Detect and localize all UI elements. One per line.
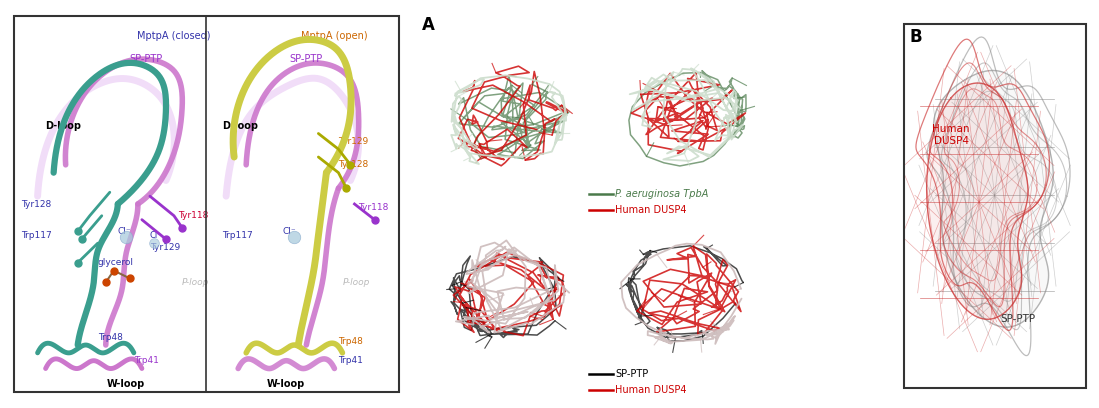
Text: W-loop: W-loop	[267, 379, 306, 389]
Text: SP-PTP: SP-PTP	[615, 369, 648, 379]
Text: Human DUSP4: Human DUSP4	[615, 385, 687, 395]
Text: SP-PTP: SP-PTP	[1001, 314, 1036, 324]
Text: Human
DUSP4: Human DUSP4	[932, 124, 969, 146]
Text: Trp41: Trp41	[134, 356, 158, 365]
Text: P. aeruginosa TpbA: P. aeruginosa TpbA	[615, 189, 709, 199]
Text: Tyr128: Tyr128	[338, 160, 368, 169]
Text: Tyr118: Tyr118	[358, 204, 389, 213]
Text: Tyr129: Tyr129	[149, 243, 180, 252]
Text: P-loop: P-loop	[182, 278, 210, 287]
Text: Tyr118: Tyr118	[178, 211, 209, 220]
Text: Tyr129: Tyr129	[338, 137, 368, 146]
Text: Trp48: Trp48	[98, 333, 123, 341]
Text: D-loop: D-loop	[46, 121, 81, 131]
Text: SP-PTP: SP-PTP	[290, 54, 323, 64]
Text: Tyr128: Tyr128	[22, 200, 52, 208]
Text: D-loop: D-loop	[222, 121, 258, 131]
Polygon shape	[933, 71, 1053, 327]
Text: B: B	[910, 28, 922, 46]
Text: MptpA (closed): MptpA (closed)	[137, 31, 211, 40]
Text: Trp48: Trp48	[338, 337, 364, 346]
Text: Human DUSP4: Human DUSP4	[615, 205, 687, 215]
Text: A: A	[422, 16, 434, 34]
Text: Trp41: Trp41	[338, 356, 364, 365]
Text: Cl⁻: Cl⁻	[282, 227, 296, 236]
Text: P-loop: P-loop	[343, 278, 370, 287]
Polygon shape	[926, 83, 1028, 319]
Text: Trp117: Trp117	[22, 231, 53, 240]
Text: Cl⁻: Cl⁻	[149, 231, 163, 240]
Text: MptpA (open): MptpA (open)	[301, 31, 368, 40]
Text: glycerol: glycerol	[98, 258, 134, 267]
Text: Trp117: Trp117	[222, 231, 253, 240]
Text: Cl⁻: Cl⁻	[118, 227, 132, 236]
Text: SP-PTP: SP-PTP	[130, 54, 163, 64]
Text: W-loop: W-loop	[107, 379, 145, 389]
